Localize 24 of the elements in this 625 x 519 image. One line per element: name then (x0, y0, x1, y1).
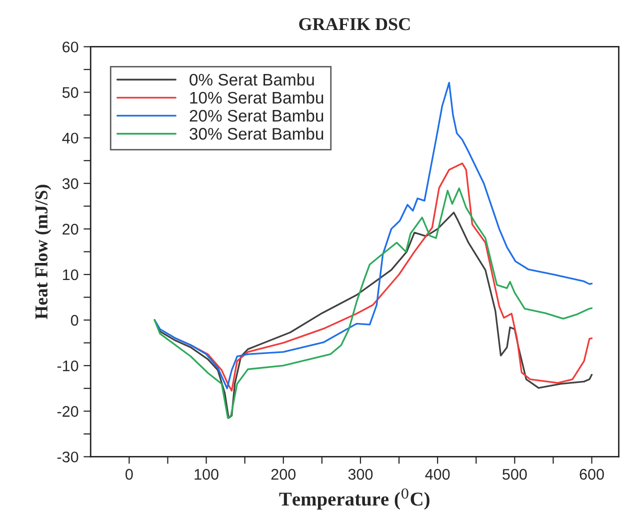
y-tick-label: 10 (62, 269, 78, 280)
x-axis-title: Temperature ($^{0}$C) (279, 488, 430, 510)
y-axis-title: Heat Flow (mJ/S) (34, 184, 52, 320)
y-tick-label: -30 (57, 452, 78, 462)
legend-label: 10% Serat Bambu (190, 91, 324, 104)
y-tick-label: 30 (62, 178, 78, 190)
chart-title: GRAFIK DSC (299, 18, 410, 30)
x-tick-label: 0 (126, 468, 133, 480)
legend-label: 20% Serat Bambu (190, 109, 324, 122)
y-tick-label: 0 (70, 314, 78, 326)
y-tick-label: 20 (62, 224, 78, 235)
x-tick-label: 500 (502, 468, 527, 480)
x-tick-label: 100 (194, 468, 218, 480)
x-tick-label: 300 (348, 468, 373, 480)
y-tick-label: 60 (62, 42, 78, 52)
y-tick-label: 40 (62, 132, 78, 144)
x-tick-label: 200 (271, 468, 296, 480)
legend-label: 30% Serat Bambu (190, 127, 324, 140)
y-tick-label: -20 (57, 406, 78, 417)
x-tick-label: 600 (580, 468, 604, 480)
x-tick-label: 400 (425, 468, 450, 480)
y-tick-label: 50 (62, 87, 78, 98)
y-tick-label: -10 (57, 360, 78, 372)
legend-label: 0% Serat Bambu (190, 73, 314, 86)
